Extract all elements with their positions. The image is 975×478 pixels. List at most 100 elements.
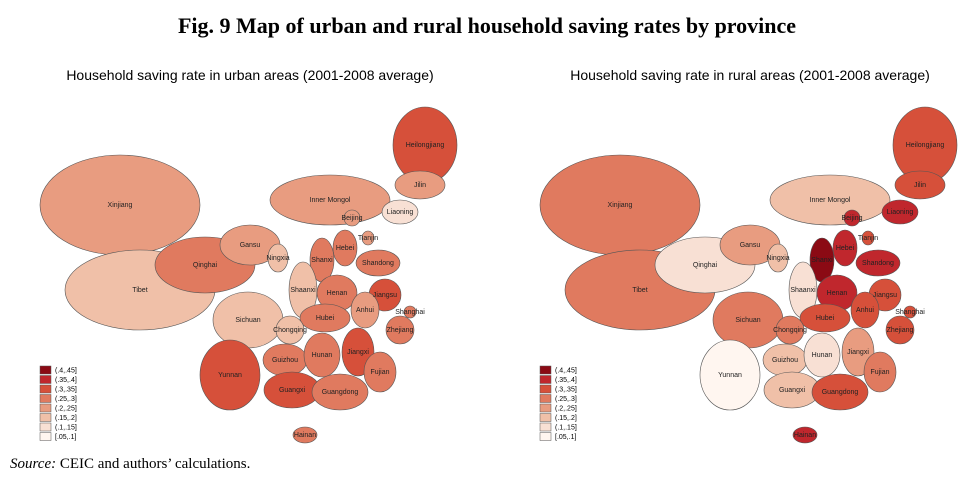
province-label: Gansu xyxy=(240,242,261,249)
legend-swatch xyxy=(539,422,552,432)
province xyxy=(394,170,446,200)
province-label: Tianjin xyxy=(358,235,378,242)
province-label: Heilongjiang xyxy=(406,142,445,149)
province-label: Yunnan xyxy=(718,372,742,379)
province-label: Jilin xyxy=(914,182,926,189)
province xyxy=(832,229,858,267)
province xyxy=(269,174,391,226)
legend-swatch xyxy=(539,375,552,384)
province-label: Hunan xyxy=(812,352,833,359)
province xyxy=(275,315,305,345)
province-label: Shandong xyxy=(362,260,394,267)
legend-label: (.15,.2] xyxy=(55,415,77,422)
province xyxy=(861,230,875,246)
province-label: Beijing xyxy=(341,215,362,222)
map: Household saving rate in rural areas (20… xyxy=(539,67,958,444)
province-label: Sichuan xyxy=(235,317,260,324)
province xyxy=(311,373,369,411)
province-label: Xinjiang xyxy=(608,202,633,209)
source-text: CEIC and authors’ calculations. xyxy=(60,456,251,472)
province-label: Yunnan xyxy=(218,372,242,379)
legend-swatch xyxy=(539,403,552,413)
province xyxy=(361,230,375,246)
province-label: Guizhou xyxy=(772,357,798,364)
province-label: Qinghai xyxy=(693,262,718,269)
province-label: Jiangxi xyxy=(347,349,369,356)
map-title: Household saving rate in urban areas (20… xyxy=(66,67,433,83)
province-label: Henan xyxy=(827,290,848,297)
province-label: Zhejiang xyxy=(387,327,414,334)
province-label: Hebei xyxy=(836,245,855,252)
province-label: Zhejiang xyxy=(887,327,914,334)
province xyxy=(894,170,946,200)
province xyxy=(350,291,380,329)
province-label: Guizhou xyxy=(272,357,298,364)
legend-swatch xyxy=(539,384,552,394)
province-label: Liaoning xyxy=(387,209,414,216)
province-label: Anhui xyxy=(356,307,374,314)
province-label: Inner Mongol xyxy=(810,197,851,204)
province xyxy=(199,339,261,411)
province-label: Tianjin xyxy=(858,235,878,242)
province-label: Hubei xyxy=(316,315,335,322)
legend-swatch xyxy=(539,365,552,375)
province-label: Hunan xyxy=(312,352,333,359)
legend-swatch xyxy=(39,413,52,422)
province-label: Gansu xyxy=(740,242,761,249)
province-label: Shanxi xyxy=(311,257,333,264)
map: Household saving rate in urban areas (20… xyxy=(39,67,458,444)
province xyxy=(381,199,419,225)
province-label: Guangxi xyxy=(279,387,306,394)
legend-label: (.4,.45] xyxy=(55,368,77,375)
province-label: Guangdong xyxy=(822,389,859,396)
province xyxy=(843,209,861,227)
province xyxy=(855,249,901,277)
legend-swatch xyxy=(539,432,552,441)
province-label: Shaanxi xyxy=(790,287,816,294)
legend-label: (.25,.3] xyxy=(555,396,577,403)
legend-label: (.2,.25] xyxy=(55,406,77,413)
province-label: Hainan xyxy=(294,432,316,439)
province xyxy=(355,249,401,277)
province-label: Qinghai xyxy=(193,262,218,269)
province xyxy=(769,174,891,226)
province xyxy=(699,339,761,411)
province-label: Guangxi xyxy=(779,387,806,394)
province xyxy=(881,199,919,225)
province xyxy=(299,303,351,333)
province-label: Ningxia xyxy=(766,255,789,262)
province-label: Chongqing xyxy=(273,327,307,334)
province-label: Jiangsu xyxy=(873,292,897,299)
province-label: Tibet xyxy=(132,287,147,294)
province-label: Guangdong xyxy=(322,389,359,396)
province xyxy=(385,315,415,345)
legend-swatch xyxy=(39,403,52,413)
legend-label: (.1,.15] xyxy=(555,425,577,432)
legend-label: (.3,.35] xyxy=(555,387,577,394)
province-label: Shanghai xyxy=(395,309,425,316)
province-label: Shanxi xyxy=(811,257,833,264)
province xyxy=(803,332,841,378)
province-label: Fujian xyxy=(870,369,889,376)
province-label: Ningxia xyxy=(266,255,289,262)
province-label: Heilongjiang xyxy=(906,142,945,149)
legend-label: (.25,.3] xyxy=(55,396,77,403)
province-label: Shanghai xyxy=(895,309,925,316)
legend-swatch xyxy=(39,375,52,384)
province xyxy=(885,315,915,345)
province-label: Fujian xyxy=(370,369,389,376)
legend-label: (.35,.4] xyxy=(55,377,77,384)
province xyxy=(267,243,289,273)
province-label: Beijing xyxy=(841,215,862,222)
province-label: Shaanxi xyxy=(290,287,316,294)
province xyxy=(343,209,361,227)
province xyxy=(403,305,417,319)
province xyxy=(850,291,880,329)
province-label: Hebei xyxy=(336,245,355,252)
province xyxy=(799,303,851,333)
source-label: Source: xyxy=(10,456,56,472)
legend-label: (.3,.35] xyxy=(55,387,77,394)
province-label: Jilin xyxy=(414,182,426,189)
province-label: Hubei xyxy=(816,315,835,322)
